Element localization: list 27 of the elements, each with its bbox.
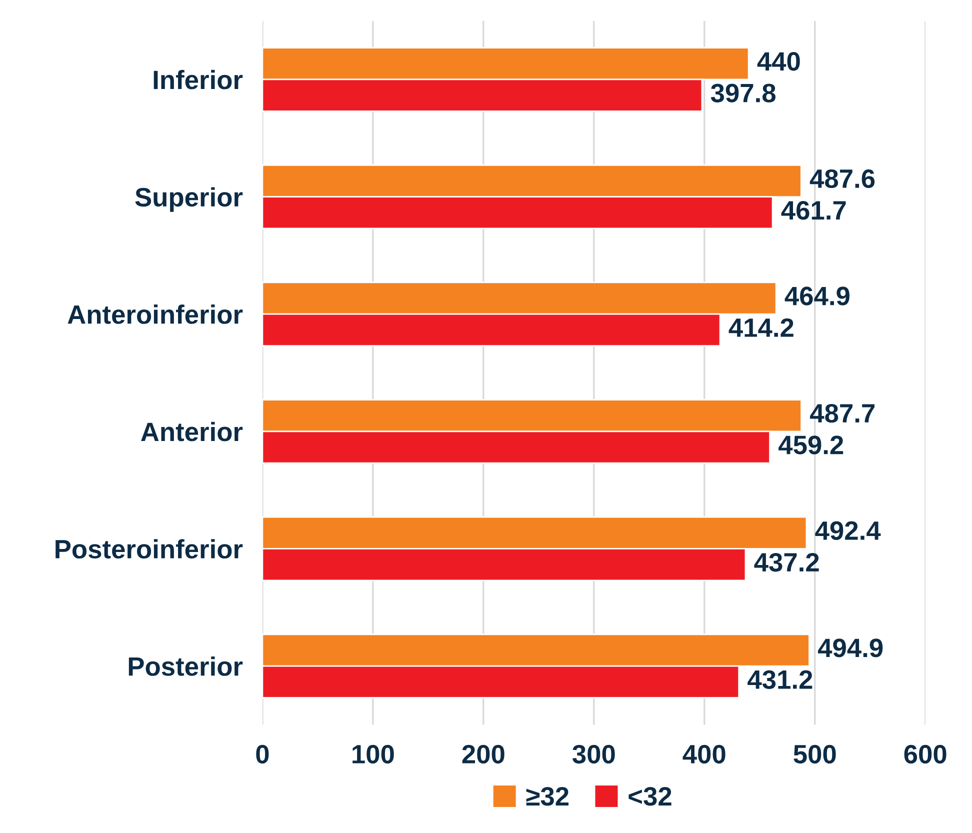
x-tick-label: 0 <box>256 744 269 764</box>
x-tick-label: 200 <box>462 744 504 764</box>
y-tick-label: Posteroinferior <box>56 539 243 559</box>
x-tick-label: 600 <box>904 744 946 764</box>
data-label: 487.7 <box>810 404 874 423</box>
data-label: 487.6 <box>810 169 875 188</box>
y-tick-label: Posterior <box>128 656 243 676</box>
data-label: 414.2 <box>728 318 794 337</box>
data-label: 459.2 <box>778 436 844 454</box>
data-label: 397.8 <box>710 84 776 102</box>
data-label: 437.2 <box>754 552 819 572</box>
data-label: 494.9 <box>818 638 883 658</box>
x-tick-label: 300 <box>572 744 615 764</box>
legend-label: <32 <box>628 787 672 806</box>
y-tick-label: Anterior <box>141 422 243 442</box>
data-label: 461.7 <box>781 201 846 220</box>
y-tick-label: Inferior <box>154 70 243 90</box>
x-tick-label: 100 <box>352 744 394 764</box>
x-tick-label: 400 <box>682 744 726 764</box>
data-label: 431.2 <box>748 670 812 690</box>
data-label: 464.9 <box>784 286 850 306</box>
legend-label: ≥32 <box>526 787 568 806</box>
y-tick-label: Superior <box>135 187 243 212</box>
data-label: 440 <box>757 52 800 71</box>
data-label: 492.4 <box>815 521 881 540</box>
x-tick-label: 500 <box>794 744 836 764</box>
y-tick-label: Anteroinferior <box>68 304 243 324</box>
